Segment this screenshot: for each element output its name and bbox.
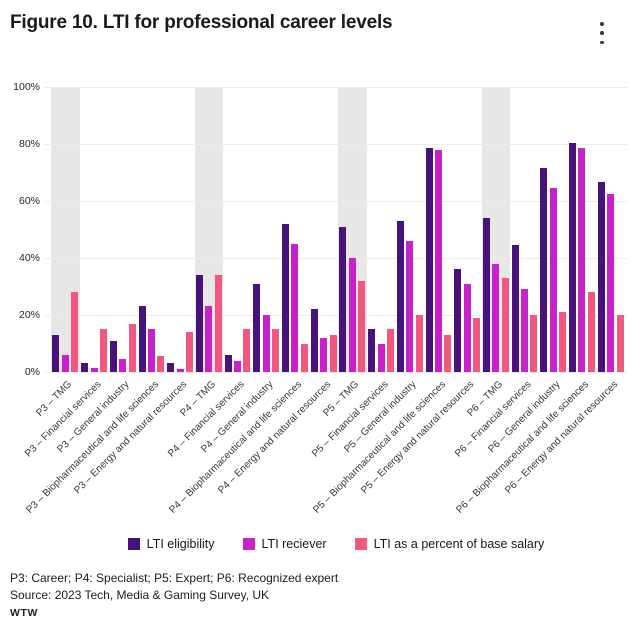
bar bbox=[377, 343, 385, 372]
legend-item[interactable]: LTI reciever bbox=[242, 537, 327, 551]
bar bbox=[339, 226, 347, 372]
bar bbox=[109, 340, 117, 372]
gridline bbox=[45, 314, 627, 316]
bar bbox=[176, 369, 184, 372]
bar bbox=[597, 182, 605, 372]
kebab-menu-icon[interactable] bbox=[596, 22, 608, 44]
bar bbox=[368, 329, 376, 372]
bar bbox=[530, 315, 538, 372]
bar bbox=[186, 332, 194, 372]
bar bbox=[406, 240, 414, 372]
brand-logo: WTW bbox=[10, 607, 39, 619]
bar bbox=[81, 363, 89, 372]
bar bbox=[549, 188, 557, 372]
bar bbox=[521, 289, 529, 372]
y-tick-label: 80% bbox=[18, 138, 40, 150]
legend-item[interactable]: LTI eligibility bbox=[127, 537, 215, 551]
bar bbox=[607, 193, 615, 372]
legend-swatch-icon bbox=[354, 538, 367, 550]
bar bbox=[234, 360, 242, 372]
bar bbox=[482, 218, 490, 372]
bar bbox=[195, 275, 203, 372]
bar bbox=[616, 315, 624, 372]
chart-legend: LTI eligibility LTI reciever LTI as a perc… bbox=[45, 537, 627, 551]
bar bbox=[224, 354, 232, 372]
bar bbox=[559, 312, 567, 372]
bar bbox=[291, 243, 299, 372]
gridline bbox=[45, 200, 627, 202]
bar bbox=[386, 329, 394, 372]
bar bbox=[147, 329, 155, 372]
bar bbox=[511, 245, 519, 372]
gridline bbox=[45, 371, 627, 373]
bar bbox=[444, 334, 452, 372]
bar bbox=[128, 323, 136, 372]
legend-label: LTI as a percent of base salary bbox=[373, 537, 545, 551]
y-tick-label: 40% bbox=[18, 252, 40, 264]
legend-label: LTI reciever bbox=[261, 537, 327, 551]
bar bbox=[569, 142, 577, 372]
bar bbox=[99, 329, 107, 372]
bar bbox=[214, 275, 222, 372]
legend-swatch-icon bbox=[127, 538, 140, 550]
y-axis: 0% 20% 40% 60% 80% 100% bbox=[0, 81, 40, 378]
legend-item[interactable]: LTI as a percent of base salary bbox=[354, 537, 545, 551]
kebab-dot bbox=[600, 40, 604, 44]
bar bbox=[253, 283, 261, 372]
bar bbox=[282, 223, 290, 372]
bar bbox=[61, 354, 69, 372]
bar bbox=[473, 317, 481, 372]
bar bbox=[243, 329, 251, 372]
legend-swatch-icon bbox=[242, 538, 255, 550]
bar bbox=[492, 263, 500, 372]
bar bbox=[358, 280, 366, 372]
x-axis: P3 – TMG P3 – Financial services P3 – Gene… bbox=[23, 87, 627, 516]
y-tick-label: 100% bbox=[13, 81, 40, 93]
bar bbox=[300, 343, 308, 372]
bar bbox=[329, 334, 337, 372]
bar bbox=[320, 337, 328, 372]
bar bbox=[434, 149, 442, 372]
bar bbox=[463, 283, 471, 372]
bar bbox=[587, 292, 595, 372]
footnote-source: Source: 2023 Tech, Media & Gaming Survey… bbox=[10, 588, 270, 602]
y-tick-label: 20% bbox=[18, 309, 40, 321]
bar bbox=[415, 315, 423, 372]
footnote-levels: P3: Career; P4: Specialist; P5: Expert; … bbox=[10, 571, 339, 585]
gridline bbox=[45, 257, 627, 259]
bar bbox=[262, 315, 270, 372]
y-tick-label: 0% bbox=[24, 366, 40, 378]
bar bbox=[167, 363, 175, 372]
bar bbox=[578, 148, 586, 372]
bar bbox=[310, 309, 318, 372]
gridline bbox=[45, 86, 627, 88]
bar bbox=[90, 367, 98, 372]
bar bbox=[119, 359, 127, 372]
kebab-dot bbox=[600, 22, 604, 26]
kebab-dot bbox=[600, 31, 604, 35]
gridline bbox=[45, 143, 627, 145]
bar bbox=[540, 168, 548, 372]
bar bbox=[52, 334, 60, 372]
figure-title: Figure 10. LTI for professional career l… bbox=[10, 12, 393, 33]
y-tick-label: 60% bbox=[18, 195, 40, 207]
bar bbox=[157, 356, 165, 372]
bar bbox=[138, 306, 146, 372]
bar bbox=[71, 292, 79, 372]
bar bbox=[396, 220, 404, 372]
legend-label: LTI eligibility bbox=[146, 537, 215, 551]
bar bbox=[425, 148, 433, 372]
bar bbox=[205, 306, 213, 372]
lti-bar-chart: 0% 20% 40% 60% 80% 100% P3 – TMG P3 – Financia… bbox=[0, 81, 627, 516]
bar bbox=[501, 277, 509, 372]
bar bbox=[272, 329, 280, 372]
plot-area bbox=[45, 86, 627, 373]
bar bbox=[454, 269, 462, 372]
bar bbox=[348, 258, 356, 372]
